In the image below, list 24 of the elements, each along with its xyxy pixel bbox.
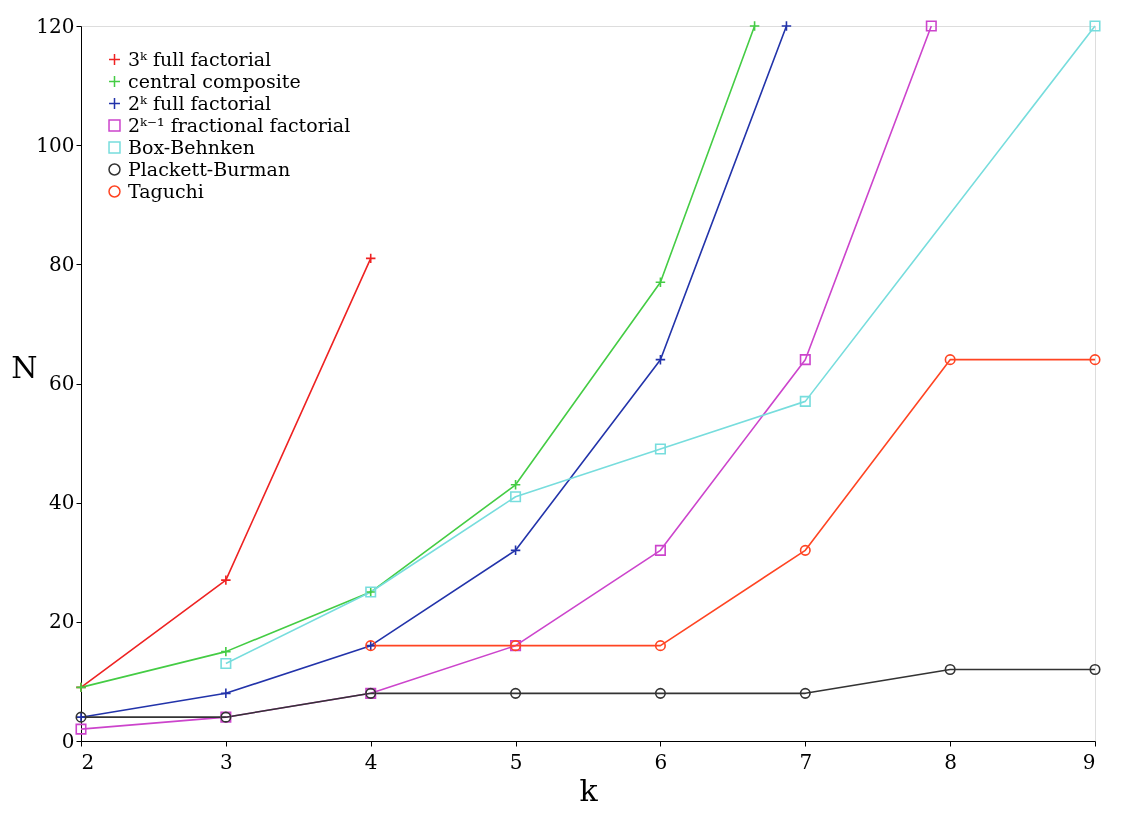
y-tick-label: 0 bbox=[61, 728, 75, 753]
legend-label: 2ᵏ⁻¹ fractional factorial bbox=[128, 113, 351, 136]
x-tick-label: 3 bbox=[219, 749, 233, 774]
y-tick-label: 20 bbox=[49, 609, 75, 634]
legend-label: Taguchi bbox=[128, 179, 204, 202]
legend-label: 3ᵏ full factorial bbox=[128, 47, 272, 70]
x-tick-label: 2 bbox=[81, 749, 95, 774]
x-tick-label: 4 bbox=[364, 749, 378, 774]
y-tick-label: 100 bbox=[36, 132, 75, 157]
y-tick-label: 60 bbox=[49, 371, 75, 395]
y-axis-title: N bbox=[11, 350, 38, 385]
y-tick-label: 120 bbox=[36, 13, 75, 38]
legend-label: 2ᵏ full factorial bbox=[128, 91, 272, 114]
y-tick-label: 80 bbox=[49, 251, 75, 276]
legend-label: Box-Behnken bbox=[128, 135, 255, 158]
x-tick-label: 7 bbox=[799, 749, 813, 774]
x-tick-label: 8 bbox=[944, 749, 958, 774]
legend-label: central composite bbox=[128, 69, 301, 92]
y-tick-label: 40 bbox=[49, 490, 75, 515]
x-tick-label: 6 bbox=[654, 749, 668, 774]
x-axis-title: k bbox=[579, 772, 599, 808]
x-tick-label: 9 bbox=[1082, 749, 1096, 774]
legend-label: Plackett-Burman bbox=[128, 157, 291, 180]
x-tick-label: 5 bbox=[509, 749, 523, 774]
